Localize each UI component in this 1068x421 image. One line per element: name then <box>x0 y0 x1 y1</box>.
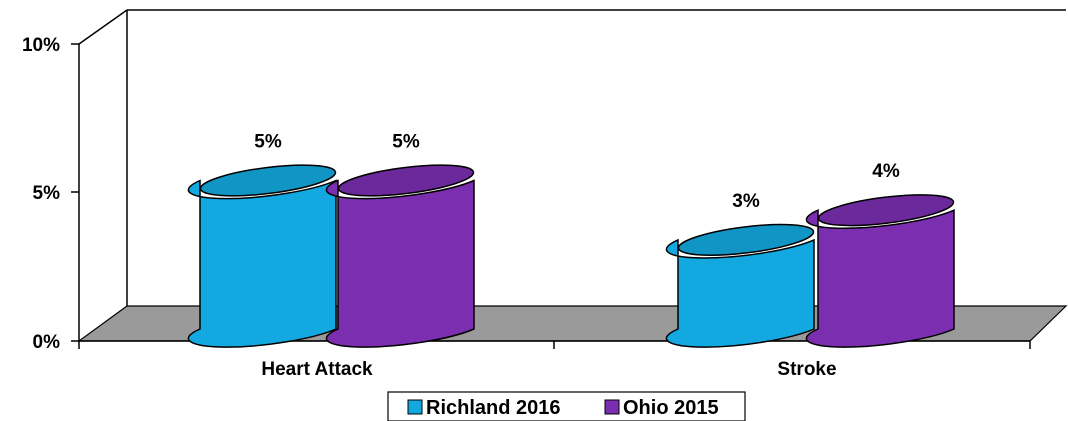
data-label-heart-attack-richland-2016: 5% <box>254 132 282 153</box>
category-label-heart-attack: Heart Attack <box>261 359 373 380</box>
bar-heart-attack-richland-2016: 5% <box>187 132 337 348</box>
category-label-stroke: Stroke <box>777 359 836 380</box>
data-label-heart-attack-ohio-2015: 5% <box>392 132 420 153</box>
bars: 5% 5% 3% 4% <box>187 132 955 348</box>
legend: Richland 2016 Ohio 2015 <box>387 391 746 421</box>
legend-swatch-richland-2016 <box>407 399 423 415</box>
left-wall-top-edge <box>78 9 128 45</box>
bar-stroke-ohio-2015: 4% <box>805 161 955 348</box>
bar-heart-attack-ohio-2015: 5% <box>325 132 475 348</box>
bar-stroke-richland-2016: 3% <box>665 191 815 348</box>
y-tick-label: 5% <box>33 183 61 204</box>
data-label-stroke-ohio-2015: 4% <box>872 161 900 182</box>
bar-body-stroke-ohio-2015 <box>805 209 955 348</box>
y-tick-label: 0% <box>33 332 61 353</box>
y-axis-ticks: 0% 5% 10% <box>22 35 79 353</box>
legend-label-ohio-2015: Ohio 2015 <box>623 397 719 419</box>
legend-box <box>387 391 746 421</box>
bar-body-heart-attack-ohio-2015 <box>325 179 475 348</box>
bar-body-heart-attack-richland-2016 <box>187 179 337 348</box>
y-tick-label: 10% <box>22 35 60 56</box>
bar-body-stroke-richland-2016 <box>665 238 815 348</box>
bar-top-heart-attack-ohio-2015 <box>337 164 475 197</box>
data-label-stroke-richland-2016: 3% <box>732 191 760 212</box>
bar-top-heart-attack-richland-2016 <box>199 164 337 197</box>
legend-label-richland-2016: Richland 2016 <box>426 397 561 419</box>
legend-swatch-ohio-2015 <box>604 399 620 415</box>
x-axis-ticks <box>78 341 1031 349</box>
bar-top-stroke-ohio-2015 <box>817 194 955 227</box>
bar-top-stroke-richland-2016 <box>677 223 815 256</box>
